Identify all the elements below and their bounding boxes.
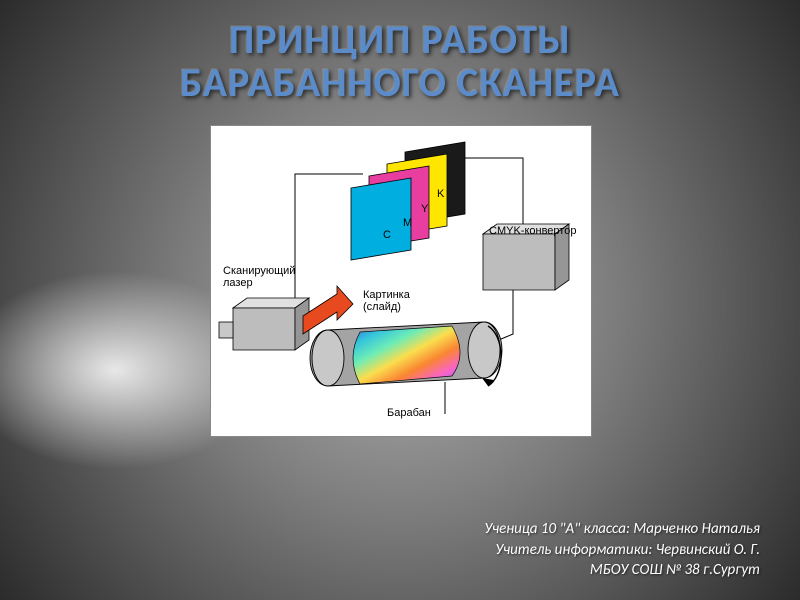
svg-text:K: K: [437, 188, 445, 200]
credits-block: Ученица 10 "А" класса: Марченко Наталья …: [0, 519, 760, 580]
svg-text:Сканирующий: Сканирующий: [223, 265, 295, 277]
credit-teacher: Учитель информатики: Червинский О. Г.: [0, 540, 760, 560]
svg-text:C: C: [383, 229, 391, 241]
slide-title: ПРИНЦИП РАБОТЫ БАРАБАННОГО СКАНЕРА: [0, 18, 800, 104]
title-line-2: БАРАБАННОГО СКАНЕРА: [180, 58, 620, 107]
diagram-svg: Сканирующийлазер Картинка(слайд) Барабан CM…: [211, 126, 591, 436]
credit-school: МБОУ СОШ № 38 г.Сургут: [0, 560, 760, 580]
svg-text:(слайд): (слайд): [363, 301, 401, 313]
svg-text:Картинка: Картинка: [363, 289, 411, 301]
scanner-diagram: Сканирующийлазер Картинка(слайд) Барабан CM…: [210, 125, 592, 437]
svg-text:M: M: [403, 217, 412, 229]
svg-text:Барабан: Барабан: [387, 407, 431, 419]
credit-student: Ученица 10 "А" класса: Марченко Наталья: [0, 519, 760, 539]
svg-text:Y: Y: [421, 203, 429, 215]
svg-text:CMYK-конвертор: CMYK-конвертор: [489, 225, 576, 237]
svg-text:лазер: лазер: [223, 277, 253, 289]
title-line-1: ПРИНЦИП РАБОТЫ: [229, 15, 571, 64]
